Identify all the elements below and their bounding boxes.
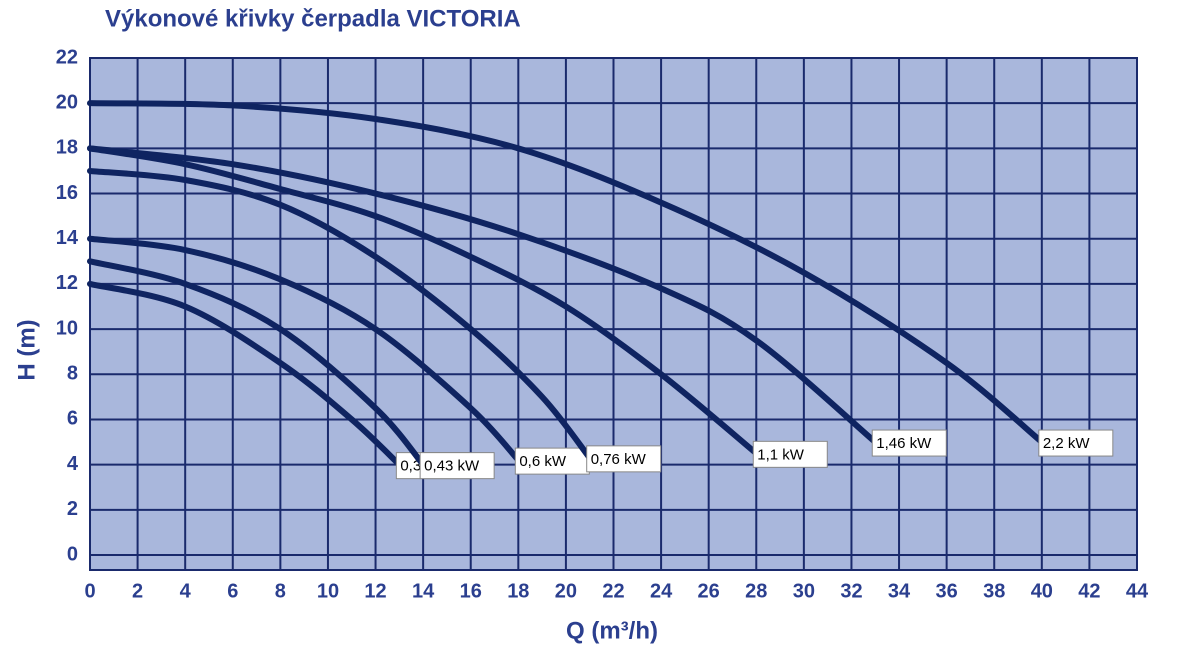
curve-label-box	[1038, 429, 1114, 457]
curve	[87, 235, 522, 464]
y-tick-label: 8	[67, 363, 78, 385]
curve-label: 1,1 kW	[757, 446, 805, 463]
y-tick-label: 0	[67, 543, 78, 565]
y-tick-label: 20	[56, 91, 78, 113]
y-tick-label: 22	[56, 46, 78, 68]
curve-label-box	[871, 429, 947, 457]
x-tick-label: 10	[317, 580, 339, 602]
x-tick-label: 42	[1078, 580, 1100, 602]
chart-title: Výkonové křivky čerpadla VICTORIA	[105, 5, 521, 32]
curve-label-box	[419, 452, 495, 480]
x-tick-label: 2	[132, 580, 143, 602]
x-tick-label: 8	[275, 580, 286, 602]
x-tick-label: 12	[364, 580, 386, 602]
curve-label: 2,2 kW	[1043, 435, 1091, 452]
x-tick-label: 4	[180, 580, 192, 602]
x-tick-label: 16	[460, 580, 482, 602]
curve	[87, 258, 427, 468]
x-tick-label: 36	[936, 580, 958, 602]
x-tick-label: 30	[793, 580, 815, 602]
curve	[87, 280, 403, 468]
y-tick-label: 12	[56, 272, 78, 294]
x-tick-label: 18	[507, 580, 529, 602]
curve	[87, 145, 760, 457]
x-tick-label: 40	[1031, 580, 1053, 602]
y-tick-label: 18	[56, 137, 78, 159]
x-tick-label: 34	[888, 580, 911, 602]
x-tick-label: 6	[227, 580, 238, 602]
x-tick-label: 24	[650, 580, 673, 602]
curve-label: 0,76 kW	[591, 451, 647, 468]
curve	[87, 100, 1045, 446]
curve-label: 0,43 kW	[424, 458, 480, 475]
x-tick-label: 20	[555, 580, 577, 602]
y-tick-label: 16	[56, 182, 78, 204]
x-axis-label: Q (m³/h)	[566, 617, 658, 644]
curve	[87, 145, 879, 446]
curve	[87, 167, 593, 461]
y-tick-label: 6	[67, 408, 78, 430]
x-tick-label: 0	[84, 580, 95, 602]
curve-label-box	[752, 440, 828, 468]
y-tick-label: 14	[56, 227, 79, 249]
x-tick-label: 32	[840, 580, 862, 602]
x-tick-label: 14	[412, 580, 435, 602]
x-tick-label: 44	[1126, 580, 1149, 602]
y-tick-label: 4	[67, 453, 79, 475]
x-tick-label: 38	[983, 580, 1005, 602]
y-axis-label: H (m)	[13, 319, 40, 380]
curve-label: 0,6 kW	[519, 453, 567, 470]
x-tick-label: 22	[602, 580, 624, 602]
y-tick-label: 2	[67, 498, 78, 520]
curve-label: 1,46 kW	[876, 435, 932, 452]
x-tick-label: 26	[698, 580, 720, 602]
y-tick-label: 10	[56, 317, 78, 339]
curve-label-box	[586, 445, 662, 473]
x-tick-label: 28	[745, 580, 767, 602]
